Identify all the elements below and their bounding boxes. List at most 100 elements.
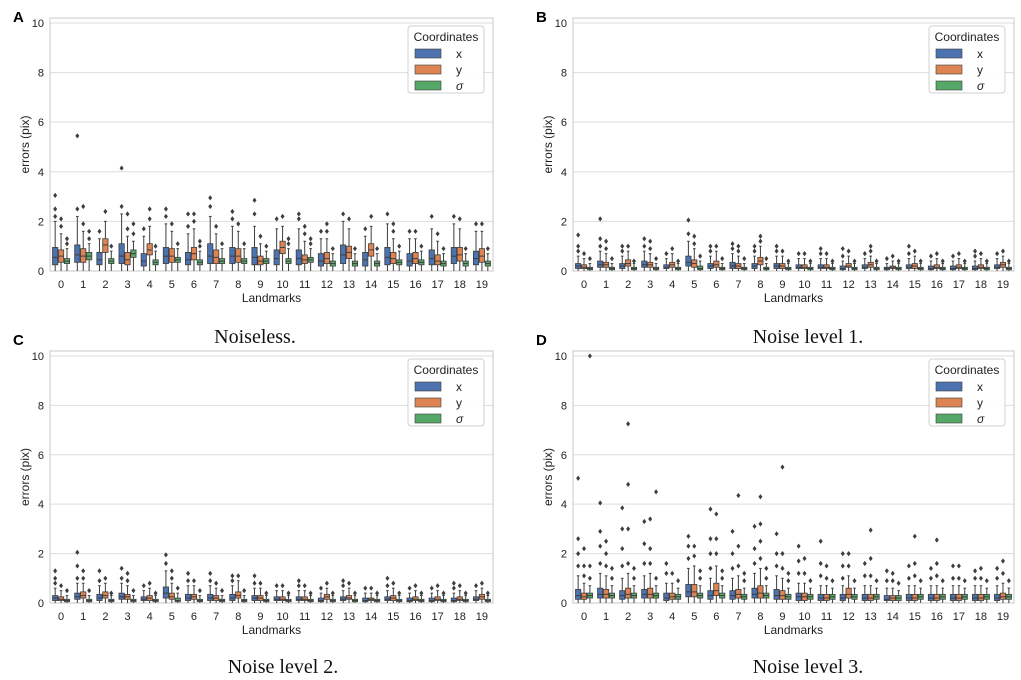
box-x bbox=[861, 593, 868, 601]
box-x bbox=[619, 590, 626, 600]
box-y bbox=[58, 596, 65, 601]
outlier-point bbox=[81, 203, 86, 210]
x-tick-label: 0 bbox=[58, 611, 64, 623]
outlier-point bbox=[587, 563, 592, 569]
box-y bbox=[168, 592, 175, 600]
outlier-point bbox=[352, 246, 357, 252]
outlier-point bbox=[369, 585, 374, 591]
outlier-point bbox=[397, 243, 402, 249]
outlier-point bbox=[324, 228, 329, 234]
outlier-point bbox=[186, 570, 191, 576]
x-tick-label: 4 bbox=[147, 611, 153, 623]
outlier-point bbox=[308, 590, 313, 596]
outlier-point bbox=[752, 523, 757, 530]
x-tick-label: 9 bbox=[779, 279, 785, 291]
outlier-point bbox=[81, 221, 86, 227]
outlier-point bbox=[318, 585, 323, 591]
outlier-point bbox=[604, 550, 609, 557]
x-tick-label: 3 bbox=[124, 611, 130, 623]
outlier-point bbox=[620, 526, 625, 532]
box-x bbox=[861, 264, 868, 269]
outlier-point bbox=[802, 251, 807, 257]
outlier-point bbox=[1006, 258, 1011, 264]
box-x bbox=[839, 593, 846, 601]
outlier-point bbox=[53, 213, 58, 220]
outlier-point bbox=[582, 563, 587, 569]
outlier-point bbox=[780, 464, 785, 470]
outlier-point bbox=[808, 578, 813, 584]
outlier-point bbox=[385, 583, 390, 589]
outlier-point bbox=[950, 253, 955, 259]
outlier-point bbox=[973, 575, 978, 581]
y-tick-label: 6 bbox=[38, 117, 44, 129]
outlier-point bbox=[119, 565, 124, 572]
outlier-point bbox=[87, 236, 92, 242]
outlier-point bbox=[163, 213, 168, 220]
x-tick-label: 19 bbox=[476, 279, 488, 291]
outlier-point bbox=[918, 578, 923, 584]
outlier-point bbox=[197, 238, 202, 244]
outlier-point bbox=[995, 251, 1000, 257]
outlier-point bbox=[576, 232, 581, 238]
box-x bbox=[140, 596, 147, 601]
outlier-point bbox=[1000, 558, 1005, 564]
x-tick-label: 3 bbox=[647, 611, 653, 623]
outlier-point bbox=[686, 217, 691, 223]
box-y bbox=[647, 587, 654, 599]
outlier-point bbox=[214, 580, 219, 586]
box-x bbox=[384, 247, 391, 266]
outlier-point bbox=[830, 578, 835, 584]
outlier-point bbox=[698, 253, 703, 259]
x-tick-label: 7 bbox=[213, 279, 219, 291]
x-tick-label: 15 bbox=[909, 611, 921, 623]
x-tick-label: 2 bbox=[625, 611, 631, 623]
outlier-point bbox=[708, 565, 713, 572]
outlier-point bbox=[884, 578, 889, 584]
legend-box bbox=[928, 25, 1006, 94]
outlier-point bbox=[730, 246, 735, 252]
box-y bbox=[955, 264, 962, 269]
outlier-point bbox=[654, 489, 659, 495]
outlier-point bbox=[609, 255, 614, 262]
outlier-point bbox=[214, 223, 219, 229]
outlier-point bbox=[197, 243, 202, 249]
outlier-point bbox=[648, 246, 653, 252]
outlier-point bbox=[75, 549, 80, 555]
x-tick-label: 17 bbox=[432, 279, 444, 291]
legend-swatch-x bbox=[414, 381, 442, 392]
outlier-point bbox=[664, 251, 669, 257]
box-x bbox=[118, 243, 125, 264]
x-tick-label: 19 bbox=[997, 611, 1009, 623]
outlier-point bbox=[286, 241, 291, 247]
outlier-point bbox=[280, 583, 285, 589]
box-x bbox=[74, 244, 81, 263]
box-y bbox=[390, 251, 397, 264]
outlier-point bbox=[912, 533, 917, 539]
outlier-point bbox=[692, 233, 697, 239]
x-tick-label: 0 bbox=[581, 279, 587, 291]
panel-caption: Noiseless. bbox=[214, 326, 296, 348]
box-x bbox=[406, 253, 413, 267]
box-x bbox=[905, 593, 912, 601]
x-tick-label: 9 bbox=[257, 611, 263, 623]
box-x bbox=[575, 589, 582, 600]
box-y bbox=[625, 259, 632, 267]
y-axis-label: errors (pix) bbox=[18, 448, 32, 506]
outlier-point bbox=[808, 258, 813, 264]
outlier-point bbox=[868, 555, 873, 562]
outlier-point bbox=[934, 573, 939, 579]
outlier-point bbox=[890, 578, 895, 584]
box-x bbox=[972, 593, 979, 601]
box-y bbox=[456, 596, 463, 601]
plot-frame bbox=[572, 350, 1015, 604]
y-axis-label: errors (pix) bbox=[18, 115, 32, 173]
outlier-point bbox=[308, 241, 313, 247]
box-x bbox=[295, 596, 302, 601]
outlier-point bbox=[75, 133, 80, 139]
outlier-point bbox=[830, 258, 835, 264]
box-y bbox=[867, 593, 874, 601]
outlier-point bbox=[385, 575, 390, 581]
outlier-point bbox=[609, 565, 614, 572]
outlier-point bbox=[874, 578, 879, 584]
outlier-point bbox=[64, 588, 69, 594]
